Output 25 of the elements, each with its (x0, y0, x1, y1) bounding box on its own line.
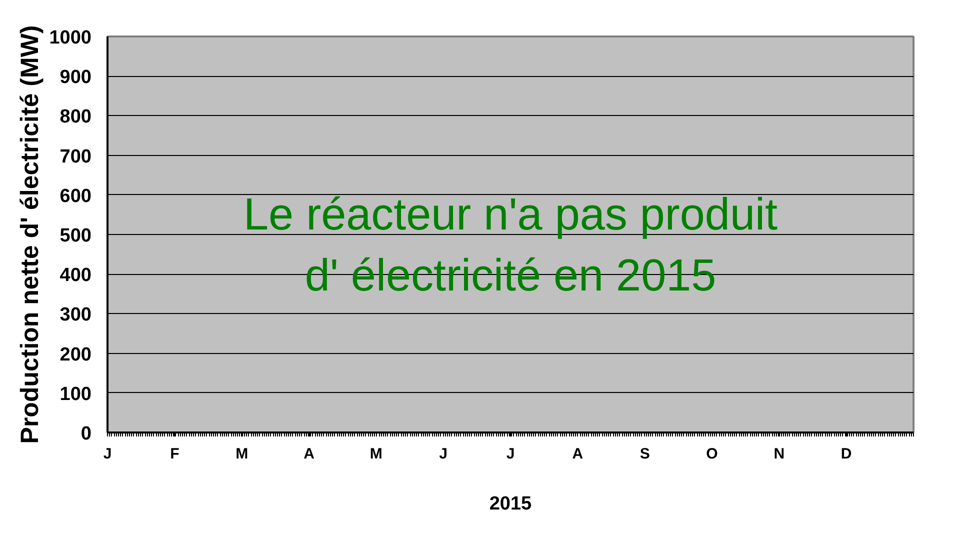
y-tick-label: 200 (60, 344, 92, 366)
y-tick-label: 400 (60, 265, 92, 286)
x-tick-label: J (439, 446, 448, 462)
x-tick-label: D (840, 446, 852, 462)
x-tick-label: M (236, 446, 248, 462)
y-tick-label: 1000 (49, 28, 92, 48)
x-tick-label: O (706, 446, 718, 462)
y-axis-title: Production nette d' électricité (MW) (16, 25, 44, 444)
y-tick-label: 0 (80, 424, 92, 444)
x-tick-label: J (506, 446, 515, 462)
y-tick-label: 900 (60, 67, 92, 88)
y-tick-label: 800 (60, 106, 92, 128)
y-tick-label: 600 (60, 186, 92, 207)
x-tick-label: M (370, 446, 382, 462)
x-axis-title: 2015 (489, 494, 532, 514)
x-tick-label: J (103, 446, 112, 462)
x-tick-label: N (774, 446, 785, 462)
y-tick-label: 500 (60, 226, 92, 246)
x-tick-label: F (170, 446, 180, 462)
y-tick-label: 300 (60, 304, 92, 326)
x-tick-label: A (304, 446, 315, 462)
x-tick-label: A (572, 446, 584, 462)
y-tick-label: 700 (60, 146, 92, 168)
y-tick-label: 100 (60, 384, 92, 405)
x-tick-label: S (640, 446, 650, 462)
